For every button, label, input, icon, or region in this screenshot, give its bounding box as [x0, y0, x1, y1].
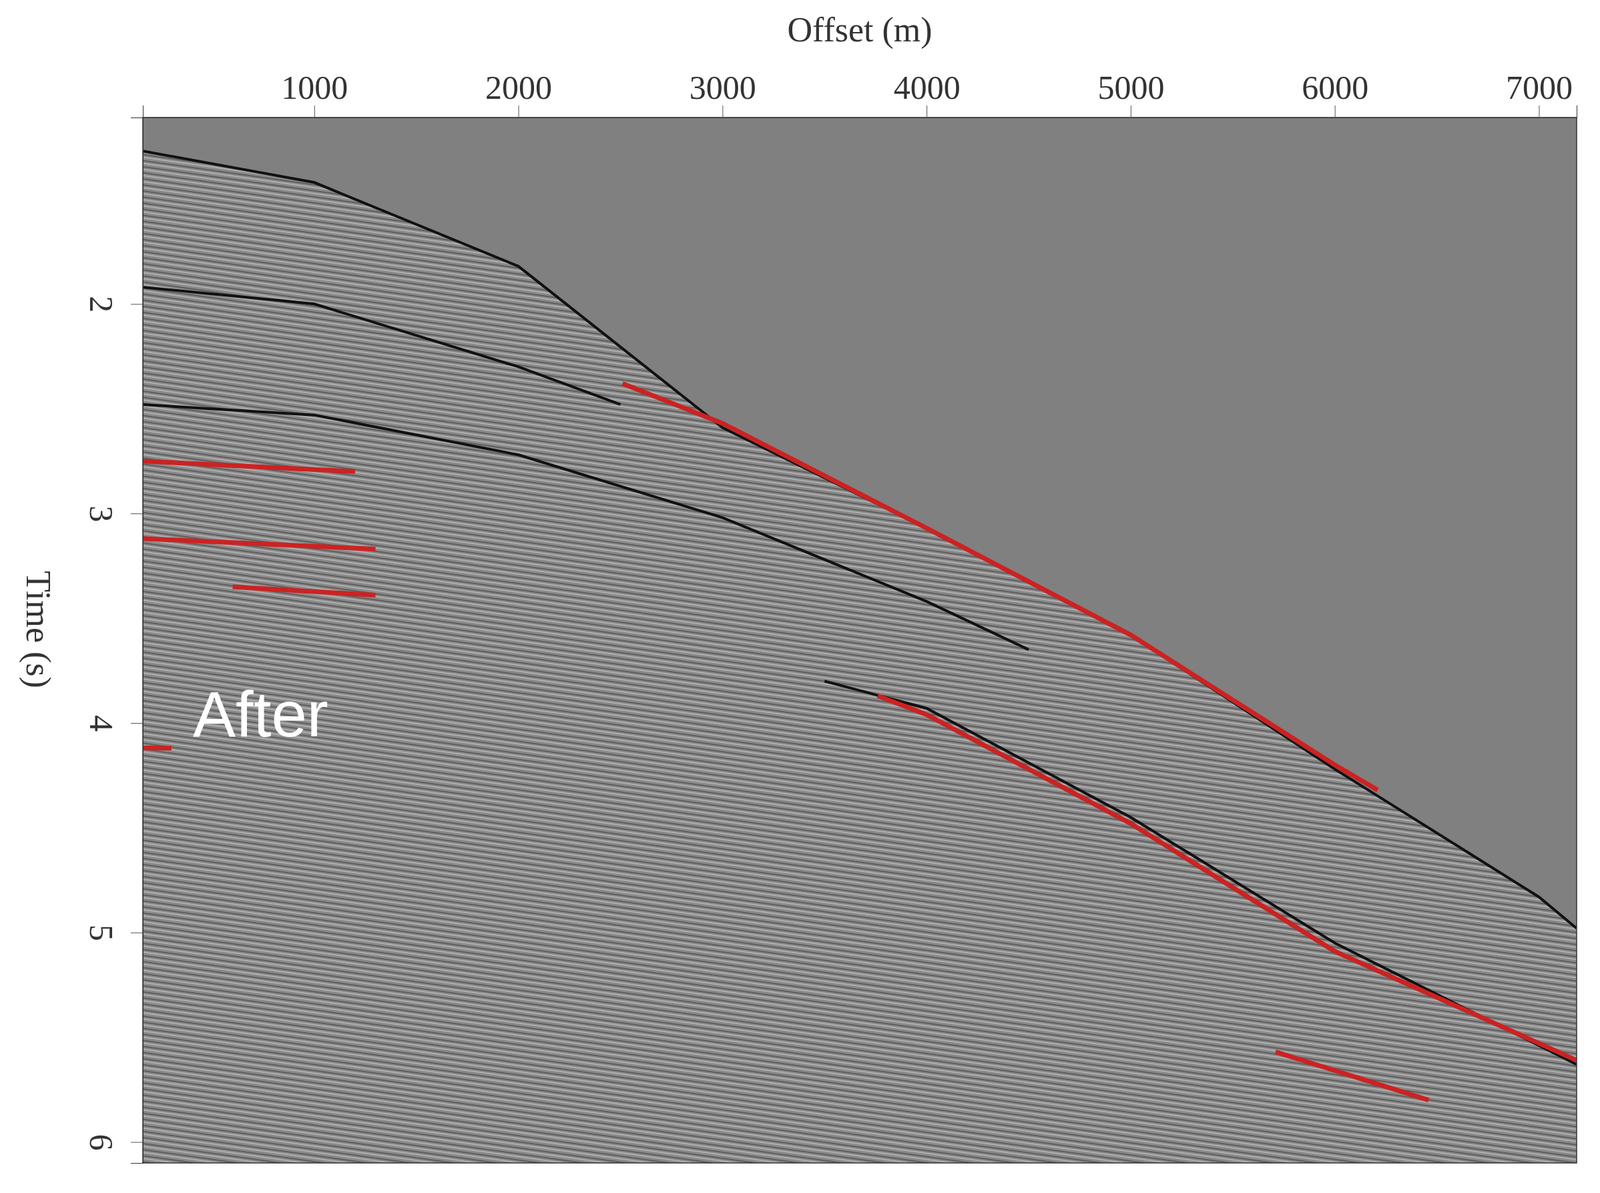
plot: 1000 2000 3000 4000 5000 6000 7000 2 3 4 5 6 — [82, 68, 1578, 1170]
x-tick-label: 3000 — [689, 68, 757, 107]
x-tick: 5000 — [1097, 68, 1165, 118]
y-tick: 4 — [82, 714, 144, 732]
x-tick-label: 6000 — [1301, 68, 1369, 107]
event-line — [824, 680, 1577, 1064]
event-line — [232, 586, 376, 596]
x-tick: 4000 — [893, 68, 961, 118]
x-tick-mark — [1335, 105, 1336, 118]
y-axis-line — [130, 118, 144, 1164]
wavefield-area — [142, 150, 1577, 1163]
x-tick-label: 7000 — [1505, 68, 1573, 107]
y-tick-mark — [130, 513, 143, 514]
chart: 1000 2000 3000 4000 5000 6000 7000 2 3 4 5 6 Offset … — [0, 0, 1600, 1193]
event-line — [142, 404, 1029, 650]
y-tick-mark — [130, 932, 143, 934]
y-tick-mark — [130, 303, 143, 305]
x-tick-mark — [926, 105, 928, 118]
event-line — [142, 150, 1577, 928]
x-tick-label: 2000 — [485, 68, 553, 107]
event-line — [877, 695, 1577, 1060]
x-tick-mark — [1538, 105, 1540, 118]
x-tick: 6000 — [1301, 68, 1369, 118]
y-tick-label: 3 — [82, 505, 121, 522]
x-tick-label: 4000 — [893, 68, 961, 107]
x-tick-mark — [1130, 105, 1132, 118]
event-line — [142, 538, 376, 550]
plot-frame — [142, 117, 1577, 1163]
event-line — [622, 383, 1378, 791]
y-tick-mark — [130, 1142, 143, 1143]
marks — [142, 150, 1577, 1163]
x-tick-label: 5000 — [1097, 68, 1165, 107]
y-tick: 5 — [82, 924, 144, 942]
x-tick: 3000 — [689, 68, 757, 118]
x-tick: 7000 — [1505, 68, 1573, 118]
x-tick: 2000 — [485, 68, 553, 118]
y-tick: 3 — [82, 505, 144, 522]
event-line — [142, 461, 356, 472]
event-line — [142, 745, 172, 751]
y-tick: 2 — [82, 295, 144, 313]
x-tick-mark — [314, 105, 316, 118]
x-axis-line — [143, 105, 1578, 119]
y-tick-label: 5 — [82, 924, 121, 942]
annotation: After — [192, 678, 329, 750]
x-axis-title: Offset (m) — [786, 10, 932, 50]
y-tick-label: 2 — [82, 295, 121, 313]
x-tick-mark — [722, 105, 723, 118]
y-tick: 6 — [82, 1134, 144, 1151]
y-tick-label: 6 — [82, 1134, 121, 1151]
y-axis-title: Time (s) — [18, 570, 58, 689]
x-tick: 1000 — [281, 68, 348, 118]
event-line — [142, 287, 621, 405]
x-axis: 1000 2000 3000 4000 5000 6000 7000 — [143, 68, 1578, 119]
x-tick-label: 1000 — [281, 68, 348, 107]
x-tick-mark — [518, 105, 520, 118]
y-tick-label: 4 — [82, 714, 121, 732]
y-axis: 2 3 4 5 6 — [82, 118, 144, 1164]
y-tick-mark — [130, 722, 143, 724]
event-line — [1275, 1051, 1429, 1101]
